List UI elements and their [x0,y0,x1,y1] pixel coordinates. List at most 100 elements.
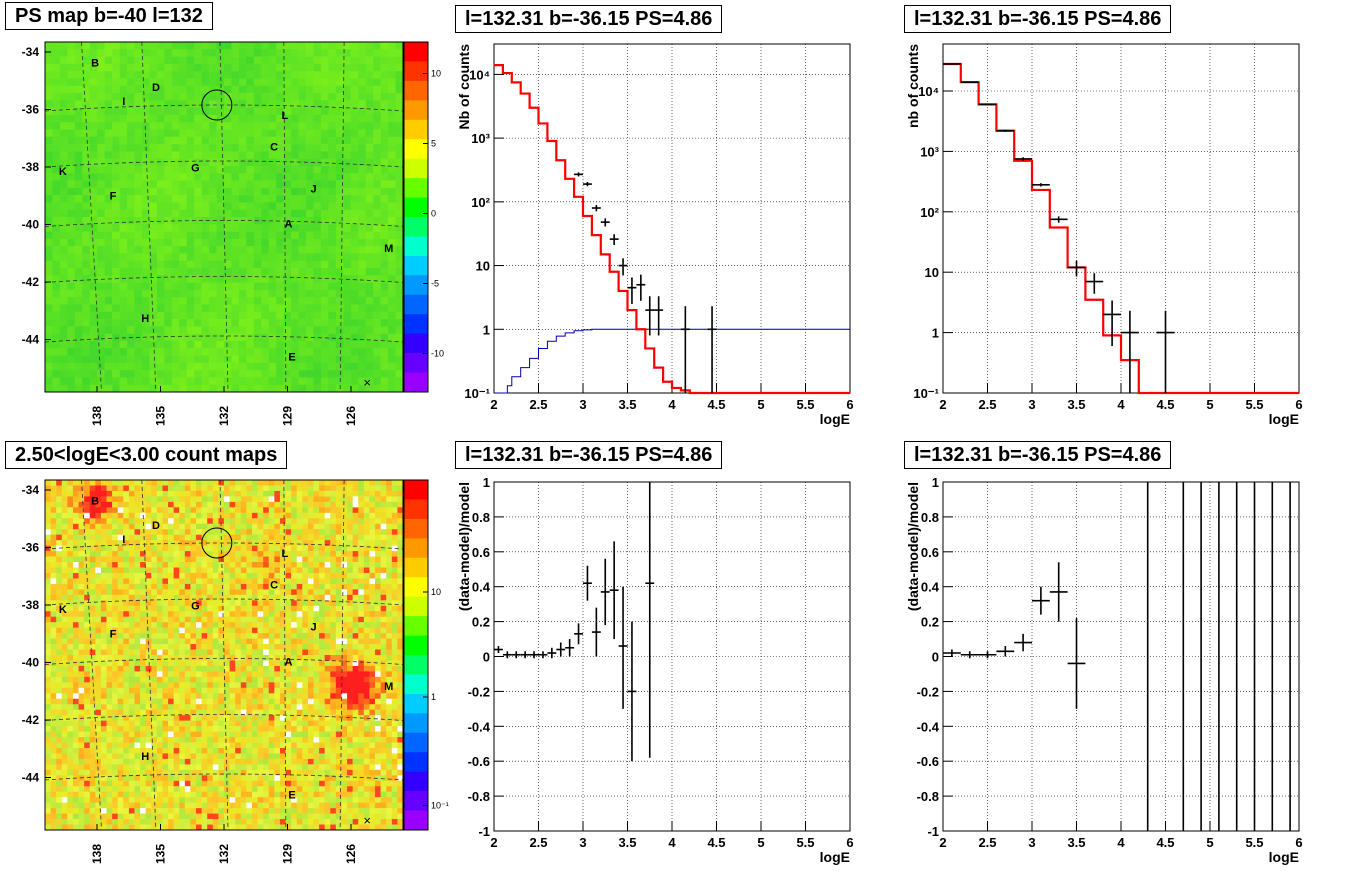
map-cell [78,655,85,661]
map-cell [61,490,68,497]
map-cell [251,660,258,667]
map-cell [395,238,404,247]
map-cell [231,333,240,342]
map-cell [246,362,255,371]
map-cell [59,355,68,364]
map-cell [141,165,150,174]
map-cell [59,165,68,174]
map-cell [350,355,359,364]
map-cell [72,545,79,552]
map-cell [134,540,141,546]
map-cell [283,326,292,334]
map-cell [168,605,174,612]
map-cell [123,742,130,749]
map-cell [112,246,120,254]
map-cell [276,93,284,101]
map-cell [67,485,74,492]
map-cell [100,655,107,661]
map-cell [216,348,225,356]
map-cell [112,122,120,130]
map-cell [106,682,113,689]
map-cell [380,217,389,225]
map-cell [201,144,210,152]
map-cell [186,107,195,116]
map-cell [100,698,107,705]
map-cell [179,660,186,667]
map-cell [84,523,91,530]
colorbar-tick: -5 [431,279,439,289]
map-cell [268,496,275,503]
map-cell [134,114,143,123]
map-cell [95,501,102,508]
map-cell [119,71,128,79]
map-cell [134,340,143,349]
map-cell [134,93,143,101]
map-cell [184,813,191,820]
map-cell [190,687,197,694]
map-cell [50,518,57,525]
map-cell [67,107,76,116]
map-cell [78,747,85,754]
map-cell [112,605,119,612]
map-cell [67,480,74,486]
map-cell [235,824,242,831]
map-cell [251,534,258,541]
map-cell [201,114,210,123]
map-cell [343,311,352,320]
map-cell [328,348,337,356]
map-cell [335,377,344,386]
map-cell [365,209,374,218]
map-cell [52,122,61,130]
map-cell [179,824,186,831]
map-cell [84,709,91,716]
map-cell [218,808,225,814]
map-cell [218,616,225,623]
map-cell [261,78,270,87]
map-cell [238,238,247,247]
map-cell [141,377,150,386]
map-cell [112,704,119,710]
map-cell [128,583,135,590]
map-cell [145,485,152,492]
map-cell [257,551,264,557]
map-cell [251,753,258,760]
map-cell [238,85,247,94]
map-cell [95,490,102,497]
map-cell [112,715,119,721]
map-cell [320,56,329,65]
map-cell [216,362,225,371]
map-cell [350,348,359,356]
map-cell [246,370,255,378]
map-cell [119,202,128,211]
map-cell [97,136,105,145]
map-cell [97,304,105,313]
map-cell [388,370,396,378]
map-cell [257,627,264,634]
map-cell [117,572,124,579]
map-cell [224,747,230,754]
map-cell [190,731,197,738]
map-cell [100,578,107,585]
map-cell [45,649,51,656]
map-cell [257,589,264,596]
map-cell [156,238,165,247]
map-cell [365,362,374,371]
map-cell [162,578,169,585]
map-cell [117,611,124,618]
map-cell [123,655,130,661]
map-cell [179,551,186,557]
map-cell [212,551,219,557]
map-cell [395,173,404,181]
map-cell [106,529,113,535]
map-cell [306,165,314,174]
map-cell [231,85,240,94]
map-cell [251,813,258,820]
map-cell [134,737,141,743]
map-cell [89,348,98,356]
map-cell [224,572,230,579]
map-cell [246,348,255,356]
map-cell [128,676,135,683]
map-cell [164,78,173,87]
map-cell [246,551,253,557]
map-cell [145,583,152,590]
